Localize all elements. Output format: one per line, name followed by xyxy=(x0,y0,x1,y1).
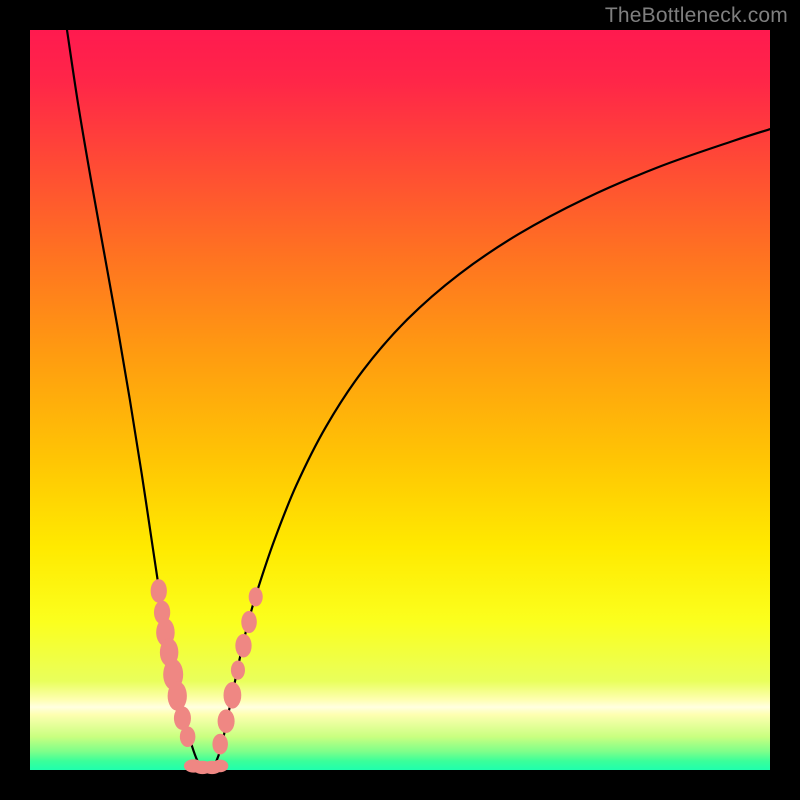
plot-background xyxy=(30,30,770,770)
bead-marker xyxy=(224,682,242,709)
chart-stage: TheBottleneck.com xyxy=(0,0,800,800)
bead-marker xyxy=(231,660,245,679)
bead-marker xyxy=(212,734,228,755)
bead-marker xyxy=(218,709,235,733)
bead-marker xyxy=(212,760,228,773)
bead-marker xyxy=(241,611,257,633)
bead-marker xyxy=(151,579,167,603)
bottleneck-plot xyxy=(0,0,800,800)
bead-marker xyxy=(180,726,196,747)
bead-marker xyxy=(168,681,187,711)
bead-marker xyxy=(249,587,263,606)
bead-marker xyxy=(235,634,251,658)
